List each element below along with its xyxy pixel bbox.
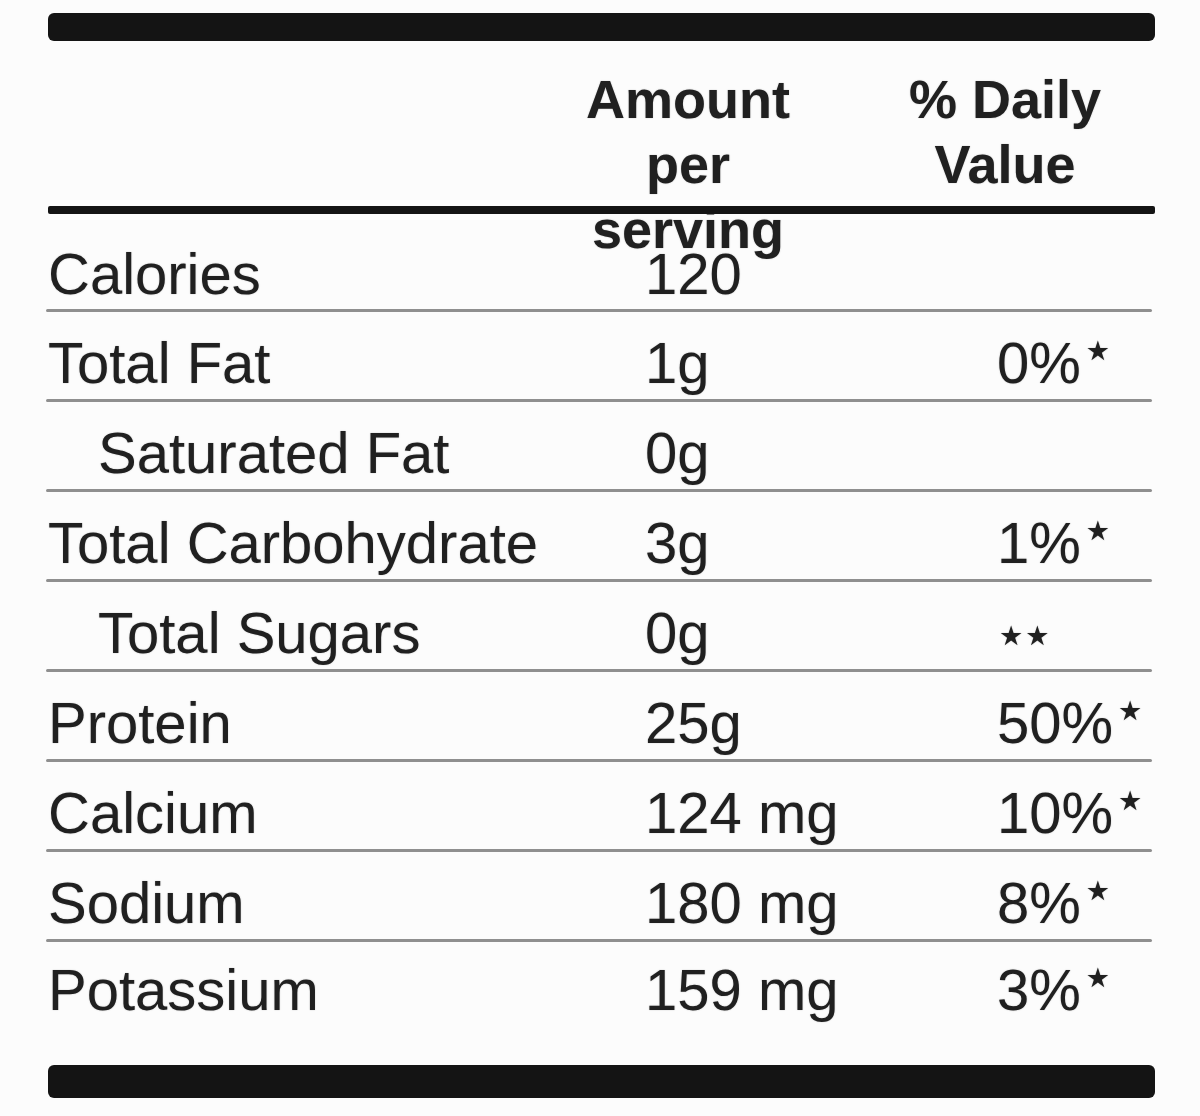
footnote-star-icon: ★: [1118, 785, 1144, 816]
footnote-star-icon: ★: [1086, 962, 1112, 993]
amount-value: 124 mg: [645, 779, 997, 846]
daily-value-cell: 3%★: [997, 956, 1155, 1023]
nutrient-label: Calcium: [48, 779, 645, 846]
daily-value-header-line2: Value: [885, 132, 1125, 197]
nutrient-label: Total Sugars: [48, 599, 645, 666]
nutrition-facts-panel: Amount per serving % Daily Value Calorie…: [0, 0, 1200, 1116]
amount-value: 159 mg: [645, 956, 997, 1023]
amount-value: 180 mg: [645, 869, 997, 936]
daily-value-cell: 0%★: [997, 329, 1155, 396]
table-row-total-fat: Total Fat 1g 0%★: [0, 312, 1200, 399]
table-row-total-carbohydrate: Total Carbohydrate 3g 1%★: [0, 492, 1200, 579]
footnote-star-icon: ★: [1118, 695, 1144, 726]
amount-value: 3g: [645, 509, 997, 576]
table-row-potassium: Potassium 159 mg 3%★: [0, 942, 1200, 1065]
nutrient-label: Sodium: [48, 869, 645, 936]
nutrient-label: Total Fat: [48, 329, 645, 396]
header-spacer: [48, 41, 538, 206]
header-underline: [48, 206, 1155, 214]
footnote-star-icon: ★: [1086, 335, 1112, 366]
nutrient-label: Calories: [48, 240, 645, 307]
amount-column-header: Amount per serving: [538, 41, 838, 206]
daily-value-number: 0%: [997, 330, 1081, 395]
bottom-divider-bar: [48, 1065, 1155, 1098]
daily-value-number: 50%: [997, 690, 1113, 755]
table-row-protein: Protein 25g 50%★: [0, 672, 1200, 759]
nutrient-label: Saturated Fat: [48, 419, 645, 486]
amount-value: 0g: [645, 599, 997, 666]
amount-value: 120: [645, 240, 997, 307]
daily-value-cell: 8%★: [997, 869, 1155, 936]
top-divider-bar: [48, 13, 1155, 41]
table-row-saturated-fat: Saturated Fat 0g: [0, 402, 1200, 489]
nutrient-label: Potassium: [48, 956, 645, 1023]
amount-value: 25g: [645, 689, 997, 756]
table-row-calories: Calories 120: [0, 214, 1200, 309]
table-row-sodium: Sodium 180 mg 8%★: [0, 852, 1200, 939]
daily-value-cell: 10%★: [997, 779, 1155, 846]
daily-value-number: 8%: [997, 870, 1081, 935]
daily-value-number: 1%: [997, 510, 1081, 575]
footnote-star-icon: ★: [1086, 875, 1112, 906]
table-body: Calories 120 Total Fat 1g 0%★ Saturated …: [0, 214, 1200, 1065]
amount-value: 0g: [645, 419, 997, 486]
daily-value-cell: 1%★: [997, 509, 1155, 576]
amount-header-line1: Amount per: [538, 67, 838, 197]
footnote-star-icon: ★: [1086, 515, 1112, 546]
amount-value: 1g: [645, 329, 997, 396]
table-row-total-sugars: Total Sugars 0g ★★: [0, 582, 1200, 669]
table-row-calcium: Calcium 124 mg 10%★: [0, 762, 1200, 849]
nutrient-label: Total Carbohydrate: [48, 509, 645, 576]
daily-value-cell: ★★: [997, 599, 1155, 666]
daily-value-number: 3%: [997, 957, 1081, 1022]
table-header-row: Amount per serving % Daily Value: [48, 41, 1155, 206]
daily-value-header-line1: % Daily: [885, 67, 1125, 132]
daily-value-number: 10%: [997, 780, 1113, 845]
nutrient-label: Protein: [48, 689, 645, 756]
daily-value-cell: 50%★: [997, 689, 1155, 756]
double-footnote-star-icon: ★★: [999, 620, 1051, 651]
header-gap: [838, 41, 885, 206]
daily-value-column-header: % Daily Value: [885, 41, 1125, 206]
